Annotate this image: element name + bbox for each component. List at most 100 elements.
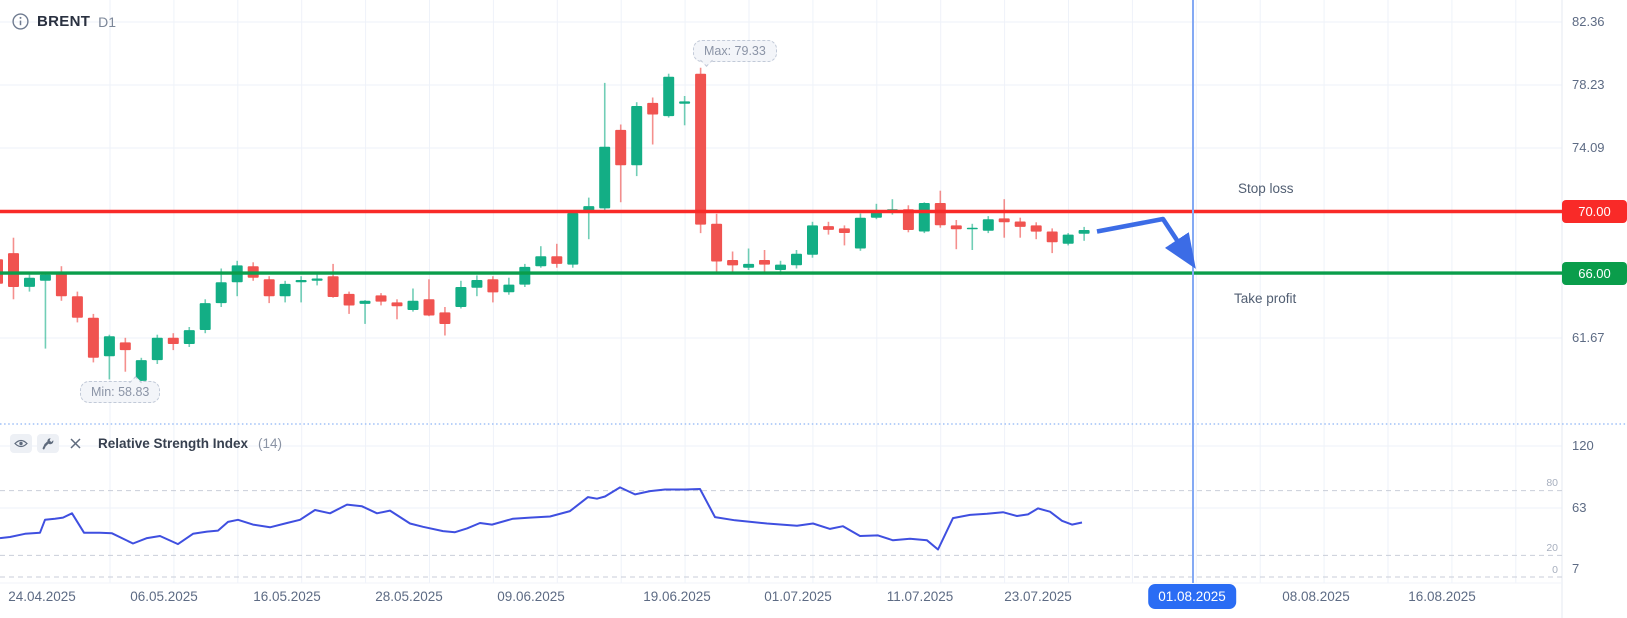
candle-68[interactable]	[1078, 226, 1090, 241]
indicator-title[interactable]: Relative Strength Index	[98, 436, 249, 451]
candle-42[interactable]	[663, 73, 675, 118]
candle-20[interactable]	[311, 274, 323, 286]
candle-64[interactable]	[1014, 217, 1026, 238]
candle-50[interactable]	[791, 250, 802, 269]
candle-65[interactable]	[1030, 222, 1042, 240]
candle-35[interactable]	[551, 243, 563, 268]
candle-67[interactable]	[1062, 233, 1074, 246]
candle-24[interactable]	[375, 293, 387, 306]
candle-44[interactable]	[695, 67, 707, 234]
stop-loss-label[interactable]: Stop loss	[1238, 181, 1294, 196]
candle-1[interactable]	[8, 237, 19, 300]
candlestick-series[interactable]	[0, 67, 1090, 384]
trend-arrow-drawing[interactable]	[1096, 216, 1196, 269]
candle-18[interactable]	[279, 280, 291, 303]
rsi-level-label: 80	[1546, 477, 1558, 489]
rsi-line-series	[0, 486, 1083, 551]
candle-45[interactable]	[711, 213, 723, 272]
candle-51[interactable]	[807, 221, 818, 258]
candle-40[interactable]	[631, 102, 643, 177]
date-tick-label: 09.06.2025	[497, 589, 565, 604]
candle-57[interactable]	[902, 205, 914, 233]
candle-39[interactable]	[615, 124, 627, 203]
candle-31[interactable]	[487, 276, 499, 303]
candle-2[interactable]	[24, 274, 35, 292]
candle-60[interactable]	[950, 220, 962, 250]
candle-41[interactable]	[647, 97, 659, 145]
candle-8[interactable]	[119, 337, 131, 372]
candle-43[interactable]	[679, 96, 691, 126]
candle-27[interactable]	[423, 279, 435, 317]
candle-53[interactable]	[838, 225, 850, 246]
candle-25[interactable]	[391, 299, 403, 320]
candle-58[interactable]	[918, 202, 930, 234]
candle-52[interactable]	[823, 221, 834, 235]
candle-11[interactable]	[167, 333, 179, 351]
indicator-period: (14)	[258, 436, 283, 451]
candle-63[interactable]	[998, 199, 1010, 238]
candle-29[interactable]	[455, 280, 467, 309]
candle-5[interactable]	[71, 291, 83, 323]
rsi-level-label: 20	[1546, 542, 1558, 554]
date-tick-label: 28.05.2025	[375, 589, 443, 604]
stop-loss-price-badge[interactable]: 70.00	[1562, 200, 1627, 223]
candle-33[interactable]	[519, 263, 531, 287]
close-icon[interactable]	[64, 434, 86, 453]
candle-7[interactable]	[103, 334, 115, 380]
date-tick-label: 19.06.2025	[643, 589, 711, 604]
candle-14[interactable]	[215, 268, 227, 308]
price-tick-label: 61.67	[1572, 330, 1605, 345]
candle-13[interactable]	[199, 299, 211, 334]
date-tick-label: 11.07.2025	[886, 589, 954, 604]
date-tick-label: 16.05.2025	[253, 589, 321, 604]
candle-4[interactable]	[55, 266, 67, 301]
selected-date-badge[interactable]: 01.08.2025	[1148, 584, 1236, 609]
candle-10[interactable]	[151, 334, 163, 364]
candle-3[interactable]	[39, 273, 51, 349]
candle-59[interactable]	[934, 190, 946, 228]
candle-38[interactable]	[599, 82, 611, 212]
candle-12[interactable]	[183, 327, 195, 347]
candle-46[interactable]	[727, 251, 739, 274]
candle-9[interactable]	[135, 357, 147, 384]
rsi-tick-label: 63	[1572, 500, 1587, 515]
info-icon[interactable]	[12, 13, 29, 30]
eye-icon[interactable]	[10, 434, 32, 453]
price-level-lines[interactable]	[0, 209, 1562, 275]
candle-48[interactable]	[759, 250, 770, 272]
candle-22[interactable]	[343, 291, 355, 314]
max-price-text: Max: 79.33	[704, 44, 766, 58]
take-profit-label[interactable]: Take profit	[1234, 291, 1297, 306]
candle-6[interactable]	[87, 313, 99, 363]
candle-32[interactable]	[503, 277, 515, 295]
date-tick-label: 16.08.2025	[1408, 589, 1476, 604]
candle-36[interactable]	[567, 211, 579, 268]
timeframe-label[interactable]: D1	[98, 13, 117, 30]
candle-26[interactable]	[407, 288, 419, 312]
take-profit-price-badge[interactable]: 66.00	[1562, 261, 1627, 285]
candle-21[interactable]	[327, 263, 339, 298]
rsi-tick-label: 120	[1572, 438, 1594, 453]
candle-17[interactable]	[263, 276, 275, 304]
date-tick-label: 24.04.2025	[8, 589, 76, 604]
candle-61[interactable]	[966, 223, 978, 250]
candle-28[interactable]	[439, 307, 451, 336]
candle-54[interactable]	[854, 213, 866, 251]
candle-15[interactable]	[231, 260, 243, 297]
candle-37[interactable]	[583, 197, 595, 240]
date-tick-label: 23.07.2025	[1004, 589, 1072, 604]
candle-23[interactable]	[359, 300, 371, 324]
candle-66[interactable]	[1046, 228, 1058, 254]
candle-34[interactable]	[535, 246, 547, 268]
wrench-icon[interactable]	[37, 434, 59, 453]
candle-62[interactable]	[982, 216, 994, 234]
candle-30[interactable]	[471, 275, 483, 297]
candle-19[interactable]	[295, 276, 307, 303]
candle-47[interactable]	[743, 248, 755, 271]
symbol-name[interactable]: BRENT	[37, 13, 91, 30]
date-tick-label: 06.05.2025	[130, 589, 198, 604]
date-tick-label: 01.07.2025	[764, 589, 832, 604]
